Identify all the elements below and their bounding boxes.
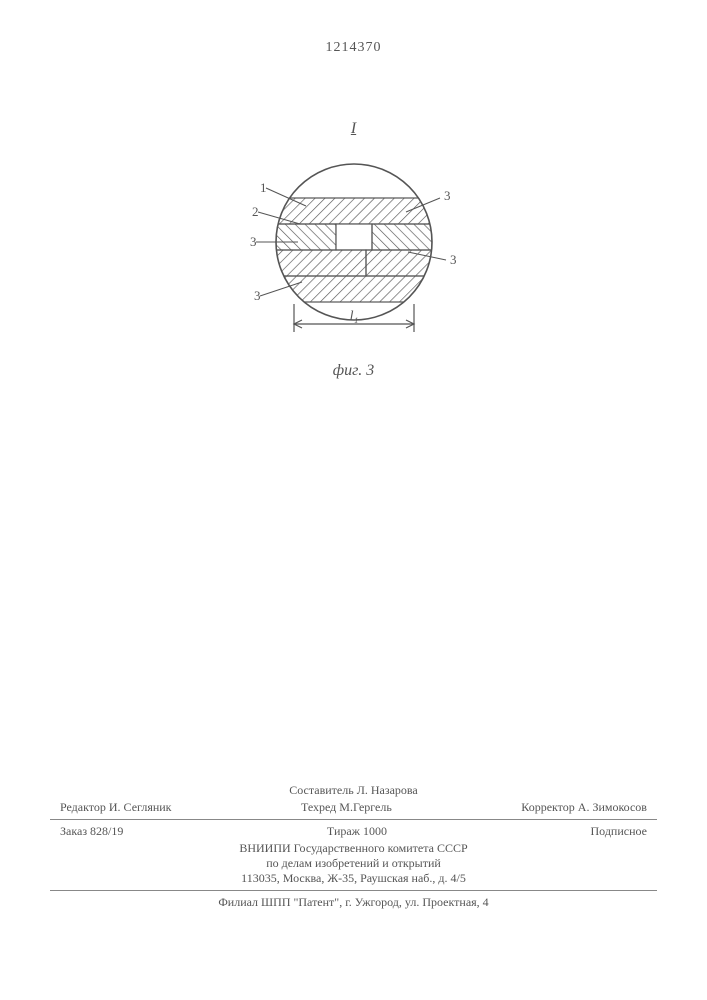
svg-text:3: 3 xyxy=(450,252,457,267)
tirage-label: Тираж 1000 xyxy=(327,824,387,839)
figure-block: I xyxy=(0,120,707,380)
svg-text:3: 3 xyxy=(250,234,257,249)
page: 1214370 I xyxy=(0,0,707,1000)
svg-text:3: 3 xyxy=(254,288,261,303)
corrector-label: Корректор А. Зимокосов xyxy=(521,800,647,815)
svg-text:1: 1 xyxy=(260,180,267,195)
svg-text:3: 3 xyxy=(444,188,451,203)
divider xyxy=(50,890,657,891)
svg-text:2: 2 xyxy=(252,204,259,219)
filial-line: Филиал ШПП "Патент", г. Ужгород, ул. Про… xyxy=(0,895,707,910)
subscribe-label: Подписное xyxy=(591,824,648,839)
techred-label: Техред М.Гергель xyxy=(301,800,392,815)
figure-caption: фиг. 3 xyxy=(0,362,707,380)
org-line-2: по делам изобретений и открытий xyxy=(0,856,707,871)
hatched-region xyxy=(276,198,432,302)
order-label: Заказ 828/19 xyxy=(60,824,123,839)
imprint-footer: Составитель Л. Назарова Редактор И. Сегл… xyxy=(0,783,707,910)
divider xyxy=(50,819,657,820)
editor-label: Редактор И. Сегляник xyxy=(60,800,172,815)
cross-section-diagram: l₁ 1 2 3 3 3 3 xyxy=(54,142,654,352)
dimension-label: l₁ xyxy=(349,309,358,324)
document-number: 1214370 xyxy=(0,40,707,56)
org-line-1: ВНИИПИ Государственного комитета СССР xyxy=(0,841,707,856)
figure-top-label: I xyxy=(0,120,707,138)
compiler-line: Составитель Л. Назарова xyxy=(0,783,707,798)
org-line-3: 113035, Москва, Ж-35, Раушская наб., д. … xyxy=(0,871,707,886)
